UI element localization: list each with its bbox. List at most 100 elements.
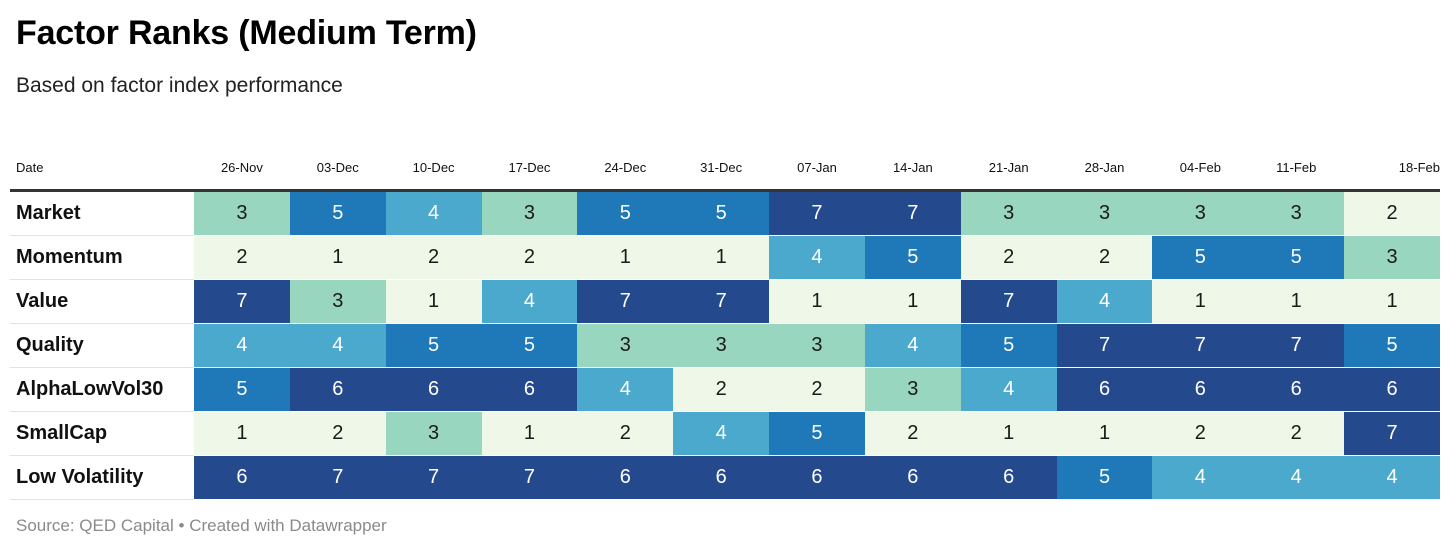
rank-cell: 4 xyxy=(1152,455,1249,500)
rank-cell: 6 xyxy=(577,455,674,500)
rank-cell: 3 xyxy=(769,323,865,368)
rank-cell: 5 xyxy=(673,190,770,236)
rank-cell: 7 xyxy=(769,190,865,236)
rank-cell: 7 xyxy=(385,455,482,500)
rank-cell: 3 xyxy=(673,323,770,368)
rank-cell: 1 xyxy=(1056,411,1153,456)
rank-cell: 5 xyxy=(1248,235,1345,280)
column-header: 03-Dec xyxy=(289,140,386,192)
rank-cell: 5 xyxy=(577,190,674,236)
source-credit: Source: QED Capital • Created with Dataw… xyxy=(16,516,387,535)
rank-cell: 7 xyxy=(864,190,961,236)
rank-cell: 3 xyxy=(1344,235,1440,280)
column-header: 24-Dec xyxy=(577,140,674,192)
rank-cell: 4 xyxy=(194,323,290,368)
rank-cell: 3 xyxy=(289,279,386,324)
chart-title: Factor Ranks (Medium Term) xyxy=(16,14,477,52)
rank-cell: 3 xyxy=(1056,190,1153,236)
rank-cell: 3 xyxy=(1248,190,1345,236)
heatmap-body: Market 3 5 4 3 5 5 7 7 3 3 3 3 2 Momentum 2 1 2 2 1 1 4 5 2 2 5 5 3… xyxy=(10,190,1440,500)
rank-cell: 2 xyxy=(864,411,961,456)
rank-cell: 6 xyxy=(289,367,386,412)
rank-cell: 4 xyxy=(289,323,386,368)
rank-cell: 4 xyxy=(960,367,1057,412)
rank-cell: 7 xyxy=(577,279,674,324)
rank-cell: 6 xyxy=(864,455,961,500)
column-header: 04-Feb xyxy=(1152,140,1249,192)
rank-cell: 4 xyxy=(673,411,770,456)
rank-cell: 5 xyxy=(481,323,578,368)
rank-cell: 4 xyxy=(1344,455,1440,500)
rank-cell: 3 xyxy=(864,367,961,412)
rank-cell: 7 xyxy=(194,279,290,324)
rank-cell: 7 xyxy=(1344,411,1440,456)
factor-label: Quality xyxy=(10,323,194,368)
rank-cell: 1 xyxy=(673,235,770,280)
column-header: 14-Jan xyxy=(864,140,961,192)
rank-cell: 4 xyxy=(1248,455,1345,500)
column-header: 07-Jan xyxy=(769,140,865,192)
factor-label: SmallCap xyxy=(10,411,194,456)
factor-rank-heatmap: Date 26-Nov 03-Dec 10-Dec 17-Dec 24-Dec 31-De… xyxy=(10,140,1440,500)
rank-cell: 2 xyxy=(673,367,770,412)
factor-row: Momentum 2 1 2 2 1 1 4 5 2 2 5 5 3 xyxy=(10,235,1440,280)
rank-cell: 3 xyxy=(481,190,578,236)
rank-cell: 5 xyxy=(289,190,386,236)
rank-cell: 6 xyxy=(769,455,865,500)
factor-label: AlphaLowVol30 xyxy=(10,367,194,412)
rank-cell: 1 xyxy=(1344,279,1440,324)
rank-cell: 3 xyxy=(577,323,674,368)
rank-cell: 7 xyxy=(1152,323,1249,368)
column-header: 11-Feb xyxy=(1248,140,1345,192)
factor-row: AlphaLowVol30 5 6 6 6 4 2 2 3 4 6 6 6 6 xyxy=(10,367,1440,412)
rank-cell: 1 xyxy=(1248,279,1345,324)
rank-cell: 5 xyxy=(769,411,865,456)
factor-row: SmallCap 1 2 3 1 2 4 5 2 1 1 2 2 7 xyxy=(10,411,1440,456)
rank-cell: 7 xyxy=(1056,323,1153,368)
rank-cell: 7 xyxy=(673,279,770,324)
rank-cell: 5 xyxy=(1344,323,1440,368)
rank-cell: 4 xyxy=(577,367,674,412)
rank-cell: 7 xyxy=(289,455,386,500)
rank-cell: 2 xyxy=(960,235,1057,280)
rank-cell: 1 xyxy=(385,279,482,324)
rank-cell: 5 xyxy=(960,323,1057,368)
rank-cell: 5 xyxy=(1056,455,1153,500)
rank-cell: 2 xyxy=(289,411,386,456)
rank-cell: 1 xyxy=(481,411,578,456)
rank-cell: 4 xyxy=(481,279,578,324)
rank-cell: 2 xyxy=(1248,411,1345,456)
rank-cell: 4 xyxy=(1056,279,1153,324)
rank-cell: 3 xyxy=(385,411,482,456)
rank-cell: 2 xyxy=(1152,411,1249,456)
rank-cell: 3 xyxy=(1152,190,1249,236)
factor-row: Market 3 5 4 3 5 5 7 7 3 3 3 3 2 xyxy=(10,190,1440,236)
column-header: 21-Jan xyxy=(960,140,1057,192)
row-header-label: Date xyxy=(10,140,194,192)
rank-cell: 6 xyxy=(1344,367,1440,412)
rank-cell: 1 xyxy=(769,279,865,324)
factor-label: Momentum xyxy=(10,235,194,280)
factor-label: Value xyxy=(10,279,194,324)
factor-row: Low Volatility 6 7 7 7 6 6 6 6 6 5 4 4 4 xyxy=(10,455,1440,500)
rank-cell: 1 xyxy=(864,279,961,324)
rank-cell: 5 xyxy=(385,323,482,368)
column-header: 17-Dec xyxy=(481,140,578,192)
rank-cell: 5 xyxy=(1152,235,1249,280)
rank-cell: 6 xyxy=(194,455,290,500)
chart-subtitle: Based on factor index performance xyxy=(16,74,343,97)
factor-row: Value 7 3 1 4 7 7 1 1 7 4 1 1 1 xyxy=(10,279,1440,324)
rank-cell: 6 xyxy=(1056,367,1153,412)
rank-cell: 4 xyxy=(864,323,961,368)
rank-cell: 1 xyxy=(289,235,386,280)
column-header: 31-Dec xyxy=(673,140,770,192)
rank-cell: 2 xyxy=(1344,190,1440,236)
rank-cell: 2 xyxy=(385,235,482,280)
factor-label: Low Volatility xyxy=(10,455,194,500)
rank-cell: 3 xyxy=(960,190,1057,236)
rank-cell: 1 xyxy=(194,411,290,456)
header-row: Date 26-Nov 03-Dec 10-Dec 17-Dec 24-Dec 31-De… xyxy=(10,140,1440,192)
column-header: 26-Nov xyxy=(194,140,290,192)
rank-cell: 2 xyxy=(577,411,674,456)
rank-cell: 4 xyxy=(769,235,865,280)
